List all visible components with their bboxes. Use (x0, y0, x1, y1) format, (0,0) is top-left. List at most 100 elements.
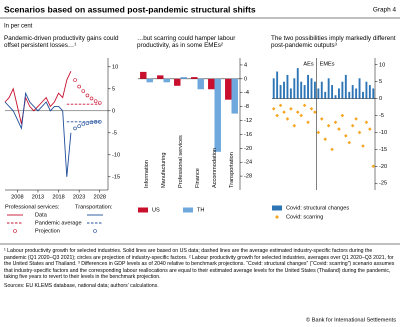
panel-title: …but scarring could hamper labour produc… (137, 35, 236, 50)
graph-label: Graph 4 (373, 7, 397, 14)
projection-point (93, 99, 98, 103)
y-tick-label: 0 (112, 108, 115, 114)
diamond (275, 113, 279, 118)
diamond (350, 123, 355, 128)
bar (344, 74, 347, 99)
diamond (285, 117, 290, 121)
bar (324, 91, 327, 99)
bar (140, 71, 147, 79)
diamond (364, 120, 369, 125)
bar (355, 88, 358, 99)
x-tick-label: 2018 (52, 194, 64, 200)
projection-point (97, 101, 102, 105)
legend-label: Data (35, 212, 48, 218)
bar (338, 88, 340, 99)
y-tick-label: -15 (112, 174, 120, 180)
y-tick-label: -24 (244, 160, 252, 166)
x-tick-label: 2023 (73, 194, 85, 200)
projection-point (81, 89, 86, 93)
y-tick-label: -16 (244, 132, 252, 138)
notes: ¹ Labour productivity growth for selecte… (4, 248, 396, 292)
bar (225, 78, 232, 100)
y-tick-label: -15 (379, 147, 387, 153)
bar (358, 78, 361, 99)
bar (303, 85, 306, 99)
panel-title: Pandemic-driven productivity gains could… (4, 35, 119, 50)
panel-title: The two possibilities imply markedly dif… (271, 35, 396, 50)
bar (300, 81, 303, 99)
y-tick-label: -12 (244, 118, 252, 124)
bar (362, 91, 364, 99)
projection-point (97, 120, 102, 124)
category-label: Information (144, 160, 150, 188)
y-tick-label: -10 (379, 130, 387, 136)
bar (372, 88, 375, 99)
legend-swatch (272, 205, 282, 211)
y-tick-label: -20 (244, 146, 252, 152)
data-line (4, 91, 72, 177)
legend-swatch (275, 215, 279, 219)
bar (197, 78, 204, 90)
diamond (354, 117, 358, 121)
bar (313, 81, 316, 99)
diamond (316, 130, 321, 135)
diamond (357, 130, 362, 135)
diamond (278, 103, 283, 108)
diamond (323, 137, 328, 142)
projection-point (93, 120, 98, 124)
y-tick-label: -5 (379, 113, 384, 119)
legend-group: Transportation: (75, 204, 113, 210)
legend-label: Covid: scarring (286, 214, 323, 220)
bar (296, 68, 299, 99)
y-tick-label: 4 (244, 62, 247, 68)
bar (368, 85, 371, 99)
sources: Sources: EU KLEMS database, national dat… (4, 282, 159, 289)
bar (208, 78, 215, 90)
diamond (333, 120, 338, 125)
bar (341, 81, 344, 99)
bar (180, 77, 187, 79)
category-label: Accommodation (212, 148, 218, 188)
diamond (299, 113, 303, 118)
bar (231, 78, 238, 114)
projection-point (73, 78, 77, 82)
footnotes: ¹ Labour productivity growth for selecte… (4, 248, 395, 281)
bar (286, 74, 289, 99)
y-tick-label: 5 (112, 86, 115, 92)
y-tick-label: -20 (379, 164, 387, 170)
y-tick-label: 0 (379, 96, 382, 102)
diamond (306, 120, 310, 125)
legend-swatch (13, 229, 17, 233)
category-label: Transportation (229, 152, 235, 188)
legend-swatch (138, 207, 148, 213)
projection-point (85, 121, 90, 125)
category-label: Finance (195, 168, 201, 188)
x-tick-label: 2013 (32, 194, 44, 200)
legend-label: TH (197, 207, 204, 213)
bar (293, 78, 296, 99)
diamond (309, 106, 314, 111)
legend-group: Professional services: (5, 204, 60, 210)
y-tick-label: -8 (244, 104, 249, 110)
x-tick-label: 2008 (11, 194, 23, 200)
y-tick-label: -25 (379, 181, 387, 187)
diamond (313, 110, 317, 114)
diamond (371, 164, 376, 169)
diamond (330, 147, 334, 152)
category-label: Manufacturing (161, 153, 167, 188)
page-title: Scenarios based on assumed post-pandemic… (4, 4, 256, 14)
y-tick-label: -10 (112, 152, 120, 158)
diamond (340, 113, 345, 118)
category-label: Professional services (178, 135, 184, 188)
bar (276, 71, 279, 99)
bar (272, 78, 275, 99)
diamond (347, 140, 352, 145)
projection-point (89, 120, 94, 125)
projection-point (77, 124, 81, 128)
bar (283, 81, 285, 99)
bar (157, 75, 164, 79)
bar (317, 88, 320, 99)
data-line (4, 71, 72, 125)
bar (279, 85, 282, 99)
bar (334, 95, 337, 99)
